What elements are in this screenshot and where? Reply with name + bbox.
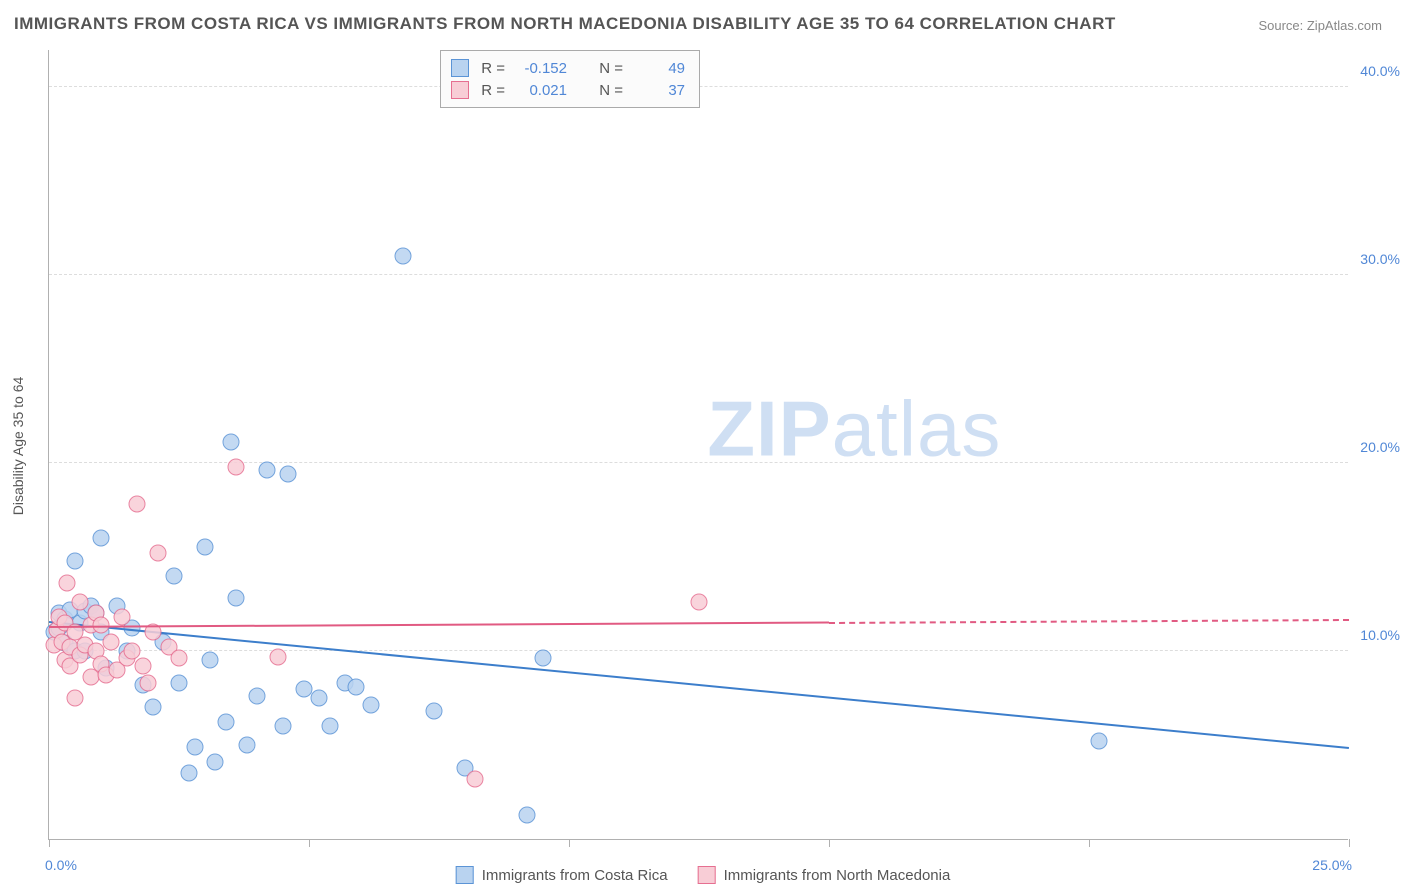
- data-point: [165, 567, 182, 584]
- legend-swatch: [451, 59, 469, 77]
- data-point: [139, 674, 156, 691]
- data-point: [691, 594, 708, 611]
- data-point: [93, 616, 110, 633]
- legend-swatch: [451, 81, 469, 99]
- data-point: [103, 633, 120, 650]
- stats-legend-row: R = -0.152 N = 49: [451, 57, 685, 79]
- data-point: [72, 594, 89, 611]
- source-prefix: Source:: [1258, 18, 1306, 33]
- x-tick-label: 25.0%: [1312, 857, 1352, 873]
- data-point: [129, 496, 146, 513]
- data-point: [535, 650, 552, 667]
- y-tick-label: 20.0%: [1360, 439, 1400, 455]
- data-point: [197, 539, 214, 556]
- data-point: [134, 657, 151, 674]
- data-point: [228, 458, 245, 475]
- data-point: [311, 689, 328, 706]
- y-tick-label: 40.0%: [1360, 63, 1400, 79]
- legend-item: Immigrants from North Macedonia: [698, 866, 951, 884]
- data-point: [519, 806, 536, 823]
- data-point: [217, 714, 234, 731]
- series-legend: Immigrants from Costa Rica Immigrants fro…: [456, 866, 951, 884]
- data-point: [202, 652, 219, 669]
- data-point: [363, 697, 380, 714]
- data-point: [280, 466, 297, 483]
- plot-area: ZIPatlas 10.0%20.0%30.0%40.0%0.0%25.0%: [48, 50, 1348, 840]
- y-tick-label: 10.0%: [1360, 627, 1400, 643]
- trend-line: [829, 619, 1349, 624]
- stat-n-label: N =: [595, 82, 623, 99]
- x-tick: [569, 839, 570, 847]
- data-point: [259, 462, 276, 479]
- y-tick-label: 30.0%: [1360, 251, 1400, 267]
- stat-r-label: R =: [477, 82, 505, 99]
- x-tick: [49, 839, 50, 847]
- source-link[interactable]: ZipAtlas.com: [1307, 18, 1382, 33]
- trend-line: [49, 621, 1349, 749]
- data-point: [124, 642, 141, 659]
- data-point: [249, 688, 266, 705]
- data-point: [186, 738, 203, 755]
- data-point: [59, 575, 76, 592]
- data-point: [93, 530, 110, 547]
- x-tick: [829, 839, 830, 847]
- data-point: [425, 703, 442, 720]
- stat-r-label: R =: [477, 60, 505, 77]
- data-point: [467, 770, 484, 787]
- x-tick: [309, 839, 310, 847]
- legend-item: Immigrants from Costa Rica: [456, 866, 668, 884]
- data-point: [67, 689, 84, 706]
- data-point: [67, 552, 84, 569]
- data-point: [150, 545, 167, 562]
- data-point: [181, 765, 198, 782]
- data-point: [1091, 733, 1108, 750]
- x-tick: [1089, 839, 1090, 847]
- stat-r-value: -0.152: [513, 60, 567, 77]
- chart-title: IMMIGRANTS FROM COSTA RICA VS IMMIGRANTS…: [14, 14, 1116, 34]
- x-tick-label: 0.0%: [45, 857, 77, 873]
- gridline: [49, 650, 1348, 651]
- watermark-bold: ZIP: [707, 384, 831, 472]
- data-point: [223, 434, 240, 451]
- data-point: [269, 648, 286, 665]
- data-point: [347, 678, 364, 695]
- legend-label: Immigrants from Costa Rica: [482, 867, 668, 884]
- stat-n-value: 49: [631, 60, 685, 77]
- data-point: [275, 718, 292, 735]
- stats-legend-row: R = 0.021 N = 37: [451, 79, 685, 101]
- x-tick: [1349, 839, 1350, 847]
- source-attribution: Source: ZipAtlas.com: [1258, 18, 1382, 33]
- data-point: [171, 650, 188, 667]
- y-axis-title: Disability Age 35 to 64: [10, 377, 26, 516]
- data-point: [113, 609, 130, 626]
- data-point: [394, 247, 411, 264]
- legend-swatch: [698, 866, 716, 884]
- legend-swatch: [456, 866, 474, 884]
- stat-n-value: 37: [631, 82, 685, 99]
- data-point: [228, 590, 245, 607]
- legend-label: Immigrants from North Macedonia: [724, 867, 951, 884]
- watermark: ZIPatlas: [707, 383, 1001, 474]
- trend-line: [49, 622, 829, 629]
- data-point: [295, 680, 312, 697]
- data-point: [238, 736, 255, 753]
- stat-n-label: N =: [595, 60, 623, 77]
- data-point: [171, 674, 188, 691]
- watermark-rest: atlas: [832, 384, 1002, 472]
- stat-r-value: 0.021: [513, 82, 567, 99]
- data-point: [321, 718, 338, 735]
- data-point: [207, 753, 224, 770]
- data-point: [145, 699, 162, 716]
- gridline: [49, 274, 1348, 275]
- stats-legend: R = -0.152 N = 49 R = 0.021 N = 37: [440, 50, 700, 108]
